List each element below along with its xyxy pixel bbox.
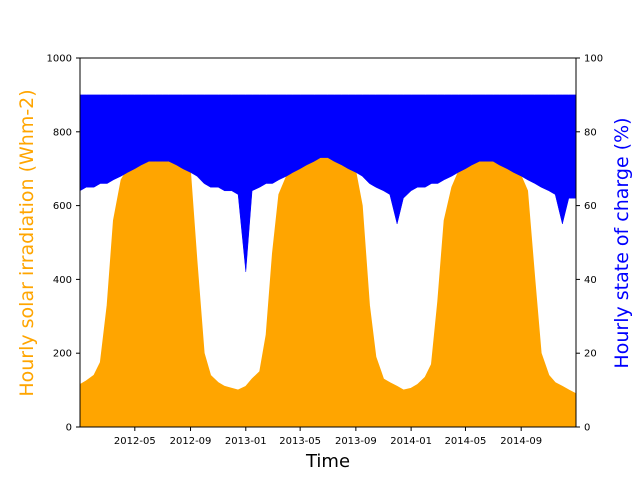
x-tick-label: 2014-05 — [445, 436, 487, 447]
y-right-tick-label: 80 — [584, 127, 597, 138]
y-axis-right-ticks: 0 20 40 60 80 100 — [576, 54, 603, 434]
x-tick-label: 2014-09 — [500, 436, 542, 447]
y-left-tick-label: 1000 — [47, 54, 72, 65]
y-left-tick-label: 0 — [66, 423, 72, 434]
y-right-tick-label: 60 — [584, 201, 597, 212]
x-tick-label: 2013-01 — [225, 436, 267, 447]
x-tick-label: 2012-05 — [114, 436, 156, 447]
y-axis-left-label: Hourly solar irradiation (Whm-2) — [16, 89, 38, 396]
y-right-tick-label: 100 — [584, 54, 603, 65]
y-left-tick-label: 600 — [53, 201, 72, 212]
y-right-tick-label: 40 — [584, 275, 597, 286]
x-axis-label: Time — [305, 451, 350, 472]
series-solar-irradiation-area — [79, 151, 577, 428]
x-tick-label: 2012-09 — [170, 436, 212, 447]
x-axis-ticks: 2012-05 2012-09 2013-01 2013-05 2013-09 2014-… — [114, 427, 542, 447]
x-tick-label: 2014-01 — [390, 436, 432, 447]
y-axis-right-label: Hourly state of charge (%) — [611, 117, 633, 368]
y-left-tick-label: 800 — [53, 127, 72, 138]
y-left-tick-label: 200 — [53, 349, 72, 360]
plot-frame — [79, 57, 577, 428]
x-tick-label: 2013-09 — [335, 436, 377, 447]
y-right-tick-label: 0 — [584, 423, 590, 434]
y-left-tick-label: 400 — [53, 275, 72, 286]
y-right-tick-label: 20 — [584, 349, 597, 360]
x-tick-label: 2013-05 — [279, 436, 321, 447]
plot-area — [79, 94, 577, 428]
y-axis-left-ticks: 0 200 400 600 800 1000 — [47, 54, 80, 434]
